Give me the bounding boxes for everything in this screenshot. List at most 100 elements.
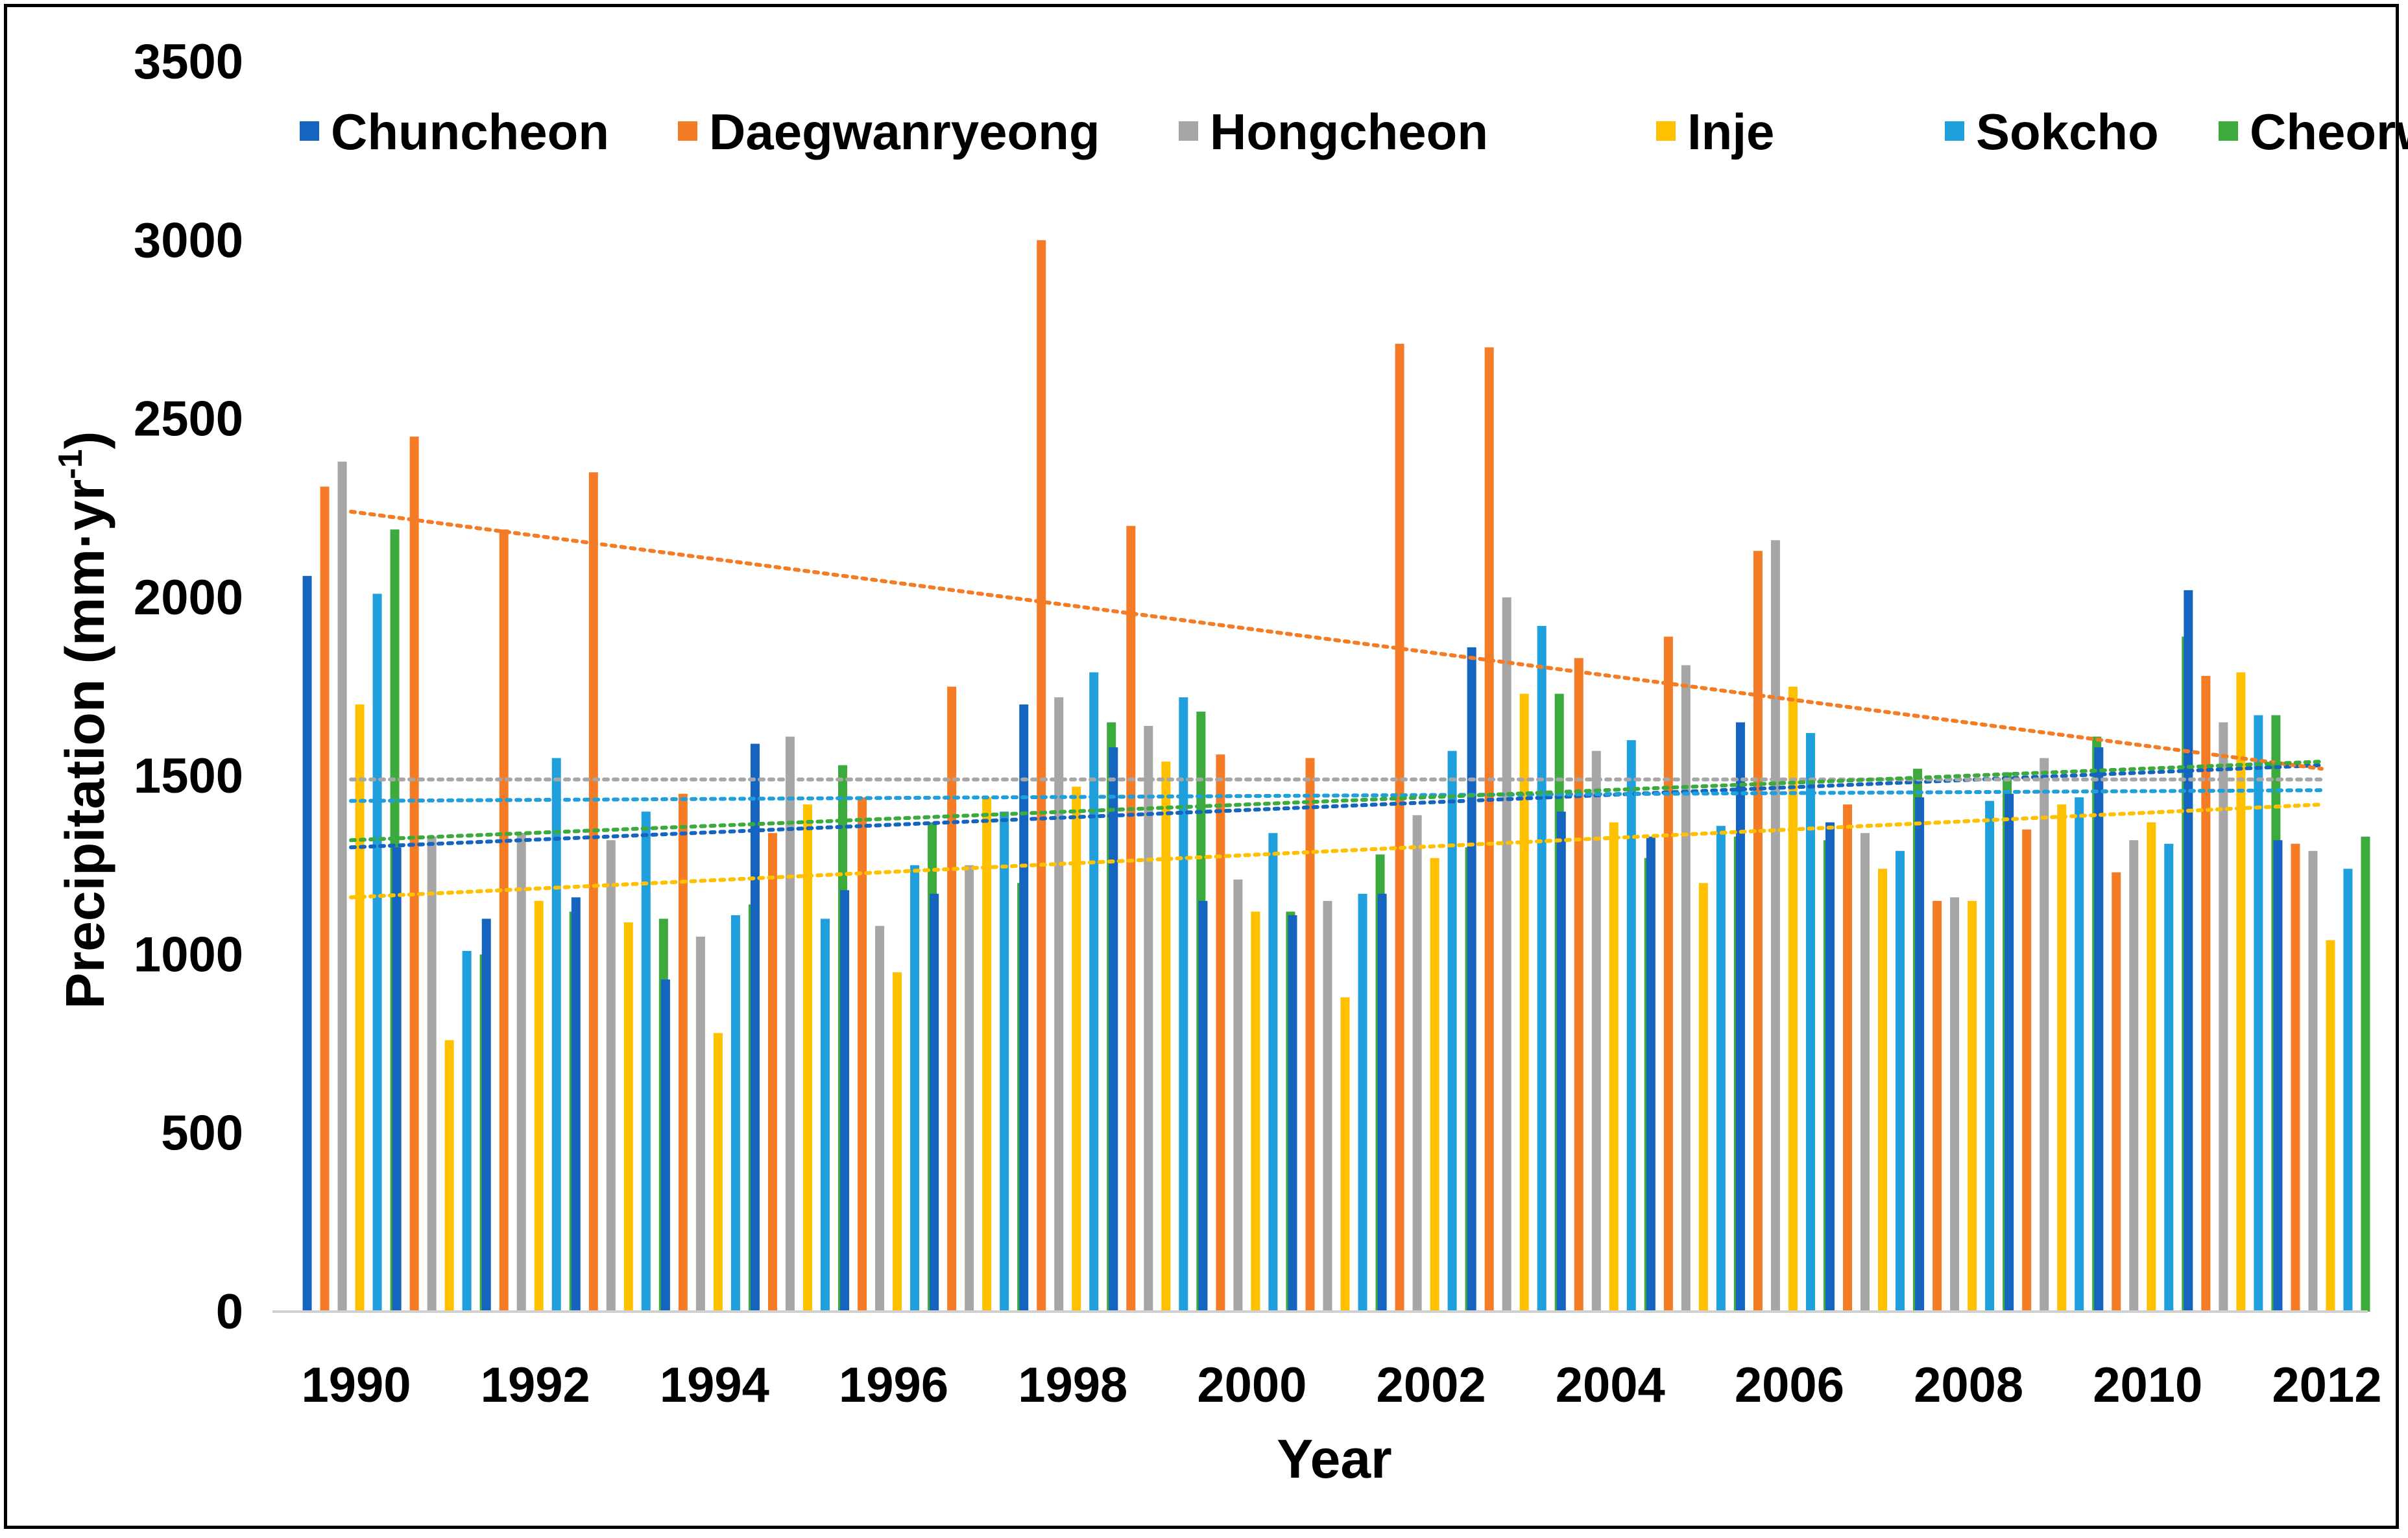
bar-chuncheon-1997 xyxy=(930,893,939,1312)
legend: Chuncheon Daegwanryeong Hongcheon Inje Sokch… xyxy=(300,103,2408,160)
bar-chuncheon-1994 xyxy=(660,979,670,1312)
bar-sokcho-1990 xyxy=(372,594,382,1312)
bar-sokcho-2003 xyxy=(1537,625,1547,1312)
y-axis-title-superscript: -1 xyxy=(52,449,90,479)
bar-hongcheon-2000 xyxy=(1233,879,1243,1312)
trendline-daegwanryeong xyxy=(349,509,2324,771)
bar-daegwanryeong-2007 xyxy=(1843,804,1853,1312)
bar-daegwanryeong-1995 xyxy=(767,833,777,1312)
bar-chuncheon-2012 xyxy=(2273,840,2283,1312)
bar-hongcheon-1997 xyxy=(965,865,974,1312)
bar-sokcho-2004 xyxy=(1626,740,1636,1312)
x-axis-title: Year xyxy=(1277,1428,1392,1489)
bar-chuncheon-2006 xyxy=(1735,722,1745,1312)
bar-sokcho-2010 xyxy=(2164,843,2174,1312)
bar-daegwanryeong-2008 xyxy=(1932,900,1942,1312)
bar-daegwanryeong-1993 xyxy=(588,472,598,1312)
x-tick-label: 1992 xyxy=(481,1358,590,1413)
legend-swatch-daegwanryeong xyxy=(678,121,697,141)
bar-daegwanryeong-1991 xyxy=(409,437,419,1312)
bar-daegwanryeong-2002 xyxy=(1395,343,1404,1312)
bar-daegwanryeong-2003 xyxy=(1484,347,1494,1312)
bar-hongcheon-2001 xyxy=(1323,900,1332,1312)
bars-group xyxy=(302,240,2370,1312)
y-axis-title-main: Precipitation (mm·yr xyxy=(54,479,115,1009)
bar-inje-2011 xyxy=(2236,672,2246,1312)
bar-daegwanryeong-1999 xyxy=(1126,525,1136,1312)
bar-inje-2009 xyxy=(2057,804,2067,1312)
bar-chuncheon-2010 xyxy=(2094,747,2104,1312)
bar-hongcheon-2006 xyxy=(1770,540,1780,1312)
bar-inje-2010 xyxy=(2147,822,2156,1312)
bar-inje-1996 xyxy=(893,972,902,1312)
bar-sokcho-1998 xyxy=(1089,672,1099,1312)
bar-inje-2004 xyxy=(1609,822,1619,1312)
legend-label-inje: Inje xyxy=(1687,103,1774,160)
y-tick-label: 1500 xyxy=(134,749,243,804)
bar-sokcho-1999 xyxy=(1179,697,1188,1312)
bar-hongcheon-2008 xyxy=(1950,897,1960,1312)
x-tick-label: 2008 xyxy=(1914,1358,2023,1413)
bar-chuncheon-1992 xyxy=(481,919,491,1312)
bar-inje-2001 xyxy=(1340,997,1350,1312)
bar-sokcho-1994 xyxy=(730,915,740,1312)
bar-hongcheon-2005 xyxy=(1681,665,1691,1312)
bar-hongcheon-2002 xyxy=(1412,815,1422,1312)
bar-daegwanryeong-2006 xyxy=(1753,551,1763,1312)
x-tick-label: 2006 xyxy=(1735,1358,1844,1413)
bar-inje-2003 xyxy=(1519,693,1529,1312)
bar-inje-1997 xyxy=(982,797,992,1312)
bar-inje-1999 xyxy=(1161,762,1171,1312)
bar-chuncheon-2007 xyxy=(1825,822,1835,1312)
bar-sokcho-1995 xyxy=(820,919,830,1312)
bar-daegwanryeong-1996 xyxy=(858,797,867,1312)
x-tick-label: 2010 xyxy=(2093,1358,2202,1413)
trendline-sokcho xyxy=(349,788,2324,803)
bar-inje-2012 xyxy=(2326,940,2335,1312)
bar-chuncheon-1995 xyxy=(750,743,760,1312)
legend-swatch-inje xyxy=(1656,121,1676,141)
bar-chuncheon-2005 xyxy=(1646,836,1655,1312)
y-tick-label: 500 xyxy=(161,1106,243,1161)
bar-daegwanryeong-2009 xyxy=(2022,829,2032,1312)
y-axis-title-suffix: ) xyxy=(54,431,115,449)
bar-inje-2002 xyxy=(1430,858,1439,1312)
x-tick-label: 1990 xyxy=(302,1358,411,1413)
legend-label-daegwanryeong: Daegwanryeong xyxy=(709,103,1100,160)
bar-cheorwon-2012 xyxy=(2361,836,2370,1312)
x-tick-label: 1998 xyxy=(1018,1358,1127,1413)
bar-hongcheon-2009 xyxy=(2040,758,2049,1312)
bar-daegwanryeong-2012 xyxy=(2291,843,2300,1312)
bar-hongcheon-1991 xyxy=(427,836,437,1312)
bar-chuncheon-2003 xyxy=(1467,647,1476,1312)
bar-inje-2008 xyxy=(1968,900,1977,1312)
bar-chuncheon-2011 xyxy=(2184,590,2193,1312)
y-tick-label: 2000 xyxy=(134,570,243,625)
x-tick-label: 1996 xyxy=(839,1358,948,1413)
bar-inje-1990 xyxy=(355,704,365,1312)
trend-lines xyxy=(349,509,2324,900)
bar-sokcho-2008 xyxy=(1985,800,1995,1312)
y-tick-label: 1000 xyxy=(134,927,243,982)
bar-daegwanryeong-2000 xyxy=(1216,754,1225,1312)
legend-swatch-hongcheon xyxy=(1179,121,1198,141)
bar-hongcheon-2003 xyxy=(1502,597,1511,1312)
bar-chuncheon-1993 xyxy=(571,897,581,1312)
bar-hongcheon-1994 xyxy=(695,936,705,1312)
bar-hongcheon-1992 xyxy=(516,833,526,1312)
bar-inje-2007 xyxy=(1878,869,1888,1312)
bar-chuncheon-1999 xyxy=(1109,747,1118,1312)
bar-hongcheon-2004 xyxy=(1591,751,1601,1312)
bar-sokcho-2009 xyxy=(2075,797,2084,1312)
bar-inje-1993 xyxy=(623,922,633,1312)
bar-hongcheon-1993 xyxy=(606,840,616,1312)
legend-swatch-sokcho xyxy=(1945,121,1964,141)
bar-chuncheon-2004 xyxy=(1556,811,1566,1312)
bar-sokcho-2005 xyxy=(1716,826,1726,1312)
bar-sokcho-2012 xyxy=(2343,869,2353,1312)
bar-hongcheon-2012 xyxy=(2308,850,2318,1312)
bar-sokcho-2002 xyxy=(1447,751,1457,1312)
trendline-cheorwon xyxy=(349,760,2324,843)
bar-sokcho-1993 xyxy=(641,811,651,1312)
